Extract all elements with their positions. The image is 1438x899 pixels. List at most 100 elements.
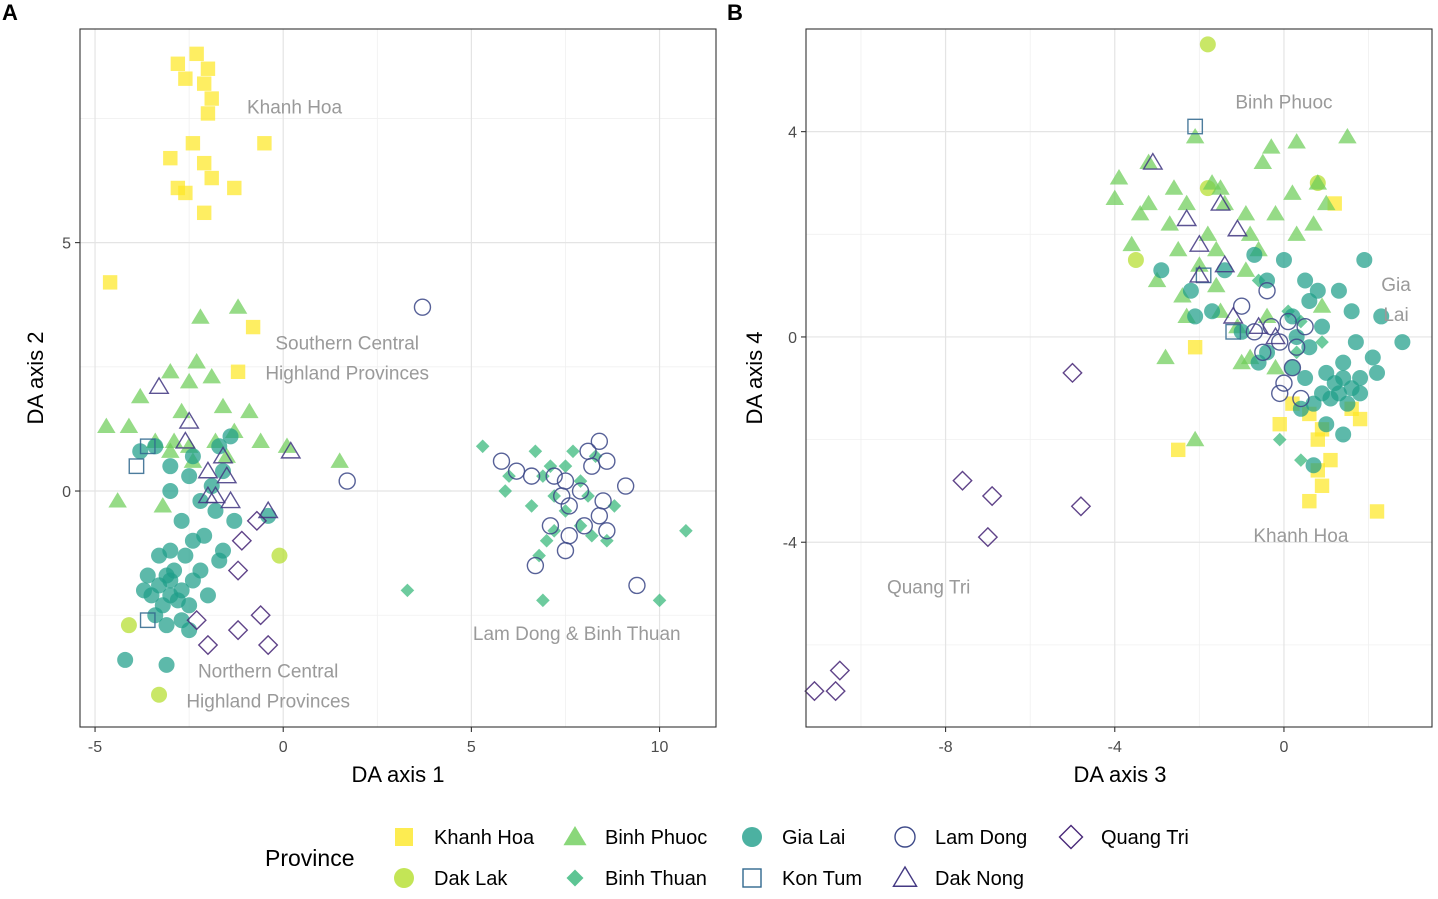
point-binh-thuan — [1289, 345, 1304, 360]
point-lam-dong — [1292, 389, 1310, 408]
point-binh-thuan — [581, 489, 595, 503]
point-gia-lai — [1330, 282, 1347, 299]
point-dak-nong — [1188, 234, 1210, 252]
legend-key-icon — [742, 827, 762, 847]
point-gia-lai — [184, 448, 201, 465]
point-binh-phuoc — [1308, 174, 1328, 190]
panel-label-a: A — [2, 0, 18, 25]
point-gia-lai — [1356, 251, 1373, 268]
point-binh-thuan — [528, 444, 543, 459]
point-gia-lai — [1335, 354, 1352, 371]
point-binh-phuoc — [1156, 348, 1175, 365]
legend-item: Dak Lak — [394, 868, 508, 890]
point-binh-phuoc — [119, 417, 139, 434]
point-quang-tri — [952, 470, 973, 491]
point-gia-lai — [1373, 308, 1390, 325]
panel-a-annotation: Highland Provinces — [186, 691, 350, 712]
panel-a-y-tick-label: 5 — [62, 236, 71, 253]
point-gia-lai — [151, 547, 168, 564]
point-gia-lai — [173, 512, 190, 529]
point-quang-tri — [829, 660, 851, 681]
point-lam-dong — [526, 556, 545, 575]
point-quang-tri — [257, 634, 279, 656]
point-binh-phuoc — [1198, 225, 1218, 241]
point-binh-thuan — [536, 593, 550, 608]
legend-key-icon — [394, 868, 414, 888]
point-quang-tri — [246, 510, 268, 532]
legend-item-label: Binh Phuoc — [605, 827, 707, 849]
point-khanh-hoa — [189, 46, 204, 62]
point-gia-lai — [1305, 457, 1322, 474]
point-quang-tri — [197, 634, 219, 656]
point-binh-phuoc — [1266, 358, 1285, 375]
point-gia-lai — [1259, 272, 1276, 289]
point-binh-thuan — [558, 459, 573, 473]
point-lam-dong — [628, 576, 646, 595]
point-khanh-hoa — [1302, 493, 1317, 509]
point-kon-tum — [128, 458, 145, 475]
point-binh-phuoc — [1105, 189, 1125, 205]
panel-a-x-tick-label: -5 — [88, 739, 102, 756]
legend-item-label: Lam Dong — [935, 827, 1027, 849]
point-dak-nong — [1265, 326, 1286, 345]
point-binh-thuan — [1294, 453, 1308, 467]
panel-b-x-tick-label: 0 — [1280, 739, 1289, 756]
point-quang-tri — [1062, 362, 1083, 384]
point-binh-thuan — [1315, 335, 1329, 349]
point-binh-phuoc — [1287, 225, 1306, 241]
point-binh-phuoc — [1160, 215, 1179, 231]
panel-label-b: B — [727, 0, 743, 25]
panel-b-x-axis-label: DA axis 3 — [1074, 762, 1167, 787]
legend-key-icon — [1058, 824, 1084, 850]
legend-key-marker — [742, 827, 762, 847]
point-binh-thuan — [588, 449, 603, 464]
point-binh-thuan — [536, 469, 550, 483]
panel-a-ticks: -5 0 5 10 0 5 — [62, 236, 668, 756]
point-lam-dong — [545, 467, 563, 485]
legend-key-icon — [566, 869, 584, 887]
point-khanh-hoa — [1171, 442, 1186, 458]
panel-a-x-tick-label: 10 — [651, 739, 669, 756]
point-dak-nong — [1176, 208, 1198, 227]
point-binh-phuoc — [1185, 127, 1205, 144]
point-binh-phuoc — [1236, 261, 1256, 277]
legend-key-marker — [742, 868, 762, 888]
point-lam-dong — [413, 298, 432, 316]
point-binh-phuoc — [1109, 169, 1129, 185]
point-binh-phuoc — [1122, 235, 1141, 252]
legend-items: Khanh Hoa Dak Lak Binh Phuoc Binh Thuan … — [394, 824, 1189, 890]
point-lam-dong — [560, 497, 578, 515]
point-gia-lai — [1275, 251, 1292, 268]
point-lam-dong — [556, 541, 575, 560]
panel-b-annotation: Lai — [1383, 305, 1408, 326]
legend-item-label: Quang Tri — [1101, 827, 1189, 849]
point-binh-phuoc — [1232, 353, 1251, 370]
point-dak-nong — [1222, 306, 1244, 324]
point-binh-phuoc — [1253, 153, 1273, 170]
point-kon-tum — [139, 612, 156, 629]
point-khanh-hoa — [1369, 504, 1385, 519]
point-gia-lai — [1352, 385, 1369, 402]
panel-b: Binh Phuoc Gia Lai Khanh Hoa Quang Tri -… — [742, 28, 1433, 787]
point-binh-phuoc — [1211, 179, 1230, 195]
point-binh-phuoc — [251, 432, 270, 448]
legend-item: Binh Phuoc — [563, 826, 707, 849]
point-gia-lai — [1394, 334, 1411, 351]
panel-b-annotation: Binh Phuoc — [1235, 93, 1332, 114]
point-binh-phuoc — [1139, 194, 1158, 211]
point-gia-lai — [1288, 328, 1305, 345]
legend-item-label: Kon Tum — [782, 868, 862, 890]
point-gia-lai — [158, 656, 175, 673]
point-binh-phuoc — [213, 397, 233, 414]
point-khanh-hoa — [230, 364, 246, 379]
legend-key-marker — [892, 865, 918, 887]
point-binh-thuan — [502, 469, 516, 483]
point-gia-lai — [1216, 262, 1233, 279]
point-khanh-hoa — [1272, 416, 1287, 432]
point-khanh-hoa — [245, 319, 261, 335]
point-quang-tri — [231, 530, 253, 551]
point-binh-phuoc — [1262, 138, 1281, 154]
point-binh-thuan — [566, 444, 580, 459]
panel-a-x-axis-label: DA axis 1 — [352, 762, 445, 787]
